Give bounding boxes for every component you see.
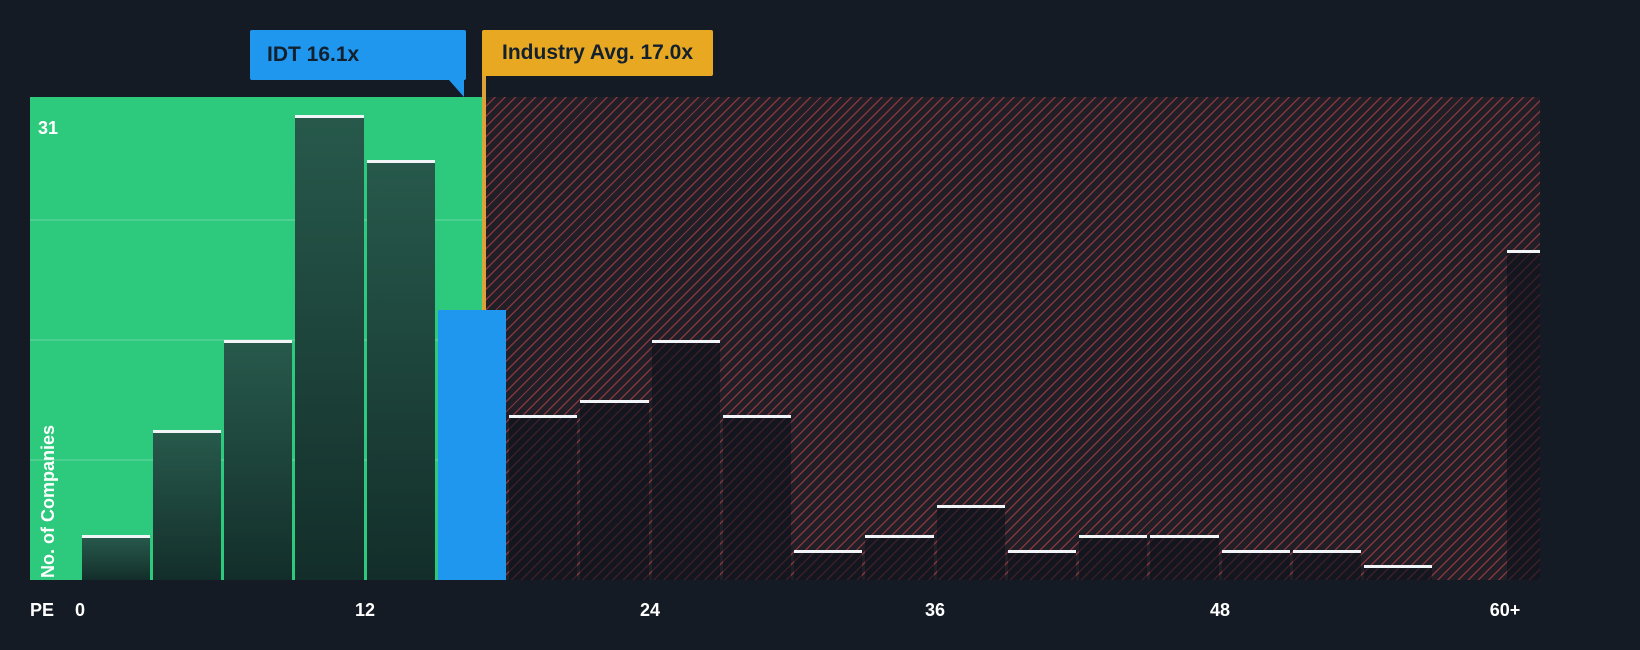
callout-pointer-icon (449, 80, 464, 97)
x-tick-label-48: 48 (1209, 600, 1231, 620)
x-tick-label-24: 24 (639, 600, 661, 620)
company-pe-callout-label: IDT 16.1x (267, 43, 360, 66)
company-pe-callout[interactable]: IDT 16.1x (250, 30, 466, 97)
x-tick-label-36: 36 (924, 600, 946, 620)
x-tick-label-60: 60+ (1489, 600, 1521, 620)
bar-pe-27[interactable] (722, 415, 791, 580)
bar-pe-54[interactable] (1364, 565, 1433, 580)
gridline (30, 219, 484, 221)
bar-pe-39[interactable] (1007, 550, 1076, 580)
bar-pe-45[interactable] (1150, 535, 1219, 580)
above-average-hatched-zone (483, 97, 1540, 580)
bar-pe-33[interactable] (865, 535, 934, 580)
bar-pe-51[interactable] (1292, 550, 1361, 580)
bar-pe-21[interactable] (580, 400, 649, 580)
bar-pe-18[interactable] (509, 415, 578, 580)
bar-pe-36[interactable] (936, 505, 1005, 580)
bar-pe-6[interactable] (224, 340, 293, 580)
y-axis-title: No. of Companies (38, 424, 58, 578)
bar-pe-15[interactable] (437, 310, 506, 580)
bar-pe-3[interactable] (152, 430, 221, 580)
industry-average-callout[interactable]: Industry Avg. 17.0x (482, 30, 714, 76)
bar-pe-48[interactable] (1221, 550, 1290, 580)
bar-pe-30[interactable] (794, 550, 863, 580)
industry-average-callout-label: Industry Avg. 17.0x (502, 41, 694, 64)
x-tick-label-0: 0 (74, 600, 86, 620)
bar-pe-60[interactable] (1506, 250, 1540, 580)
bar-pe-42[interactable] (1079, 535, 1148, 580)
y-max-label: 31 (38, 118, 59, 138)
histogram-bars (30, 97, 1540, 580)
bar-pe-9[interactable] (295, 115, 364, 580)
x-axis-title: PE (30, 600, 55, 620)
bar-pe-12[interactable] (366, 160, 435, 580)
x-tick-label-12: 12 (354, 600, 376, 620)
bar-pe-24[interactable] (651, 340, 720, 580)
bar-pe-0[interactable] (81, 535, 150, 580)
